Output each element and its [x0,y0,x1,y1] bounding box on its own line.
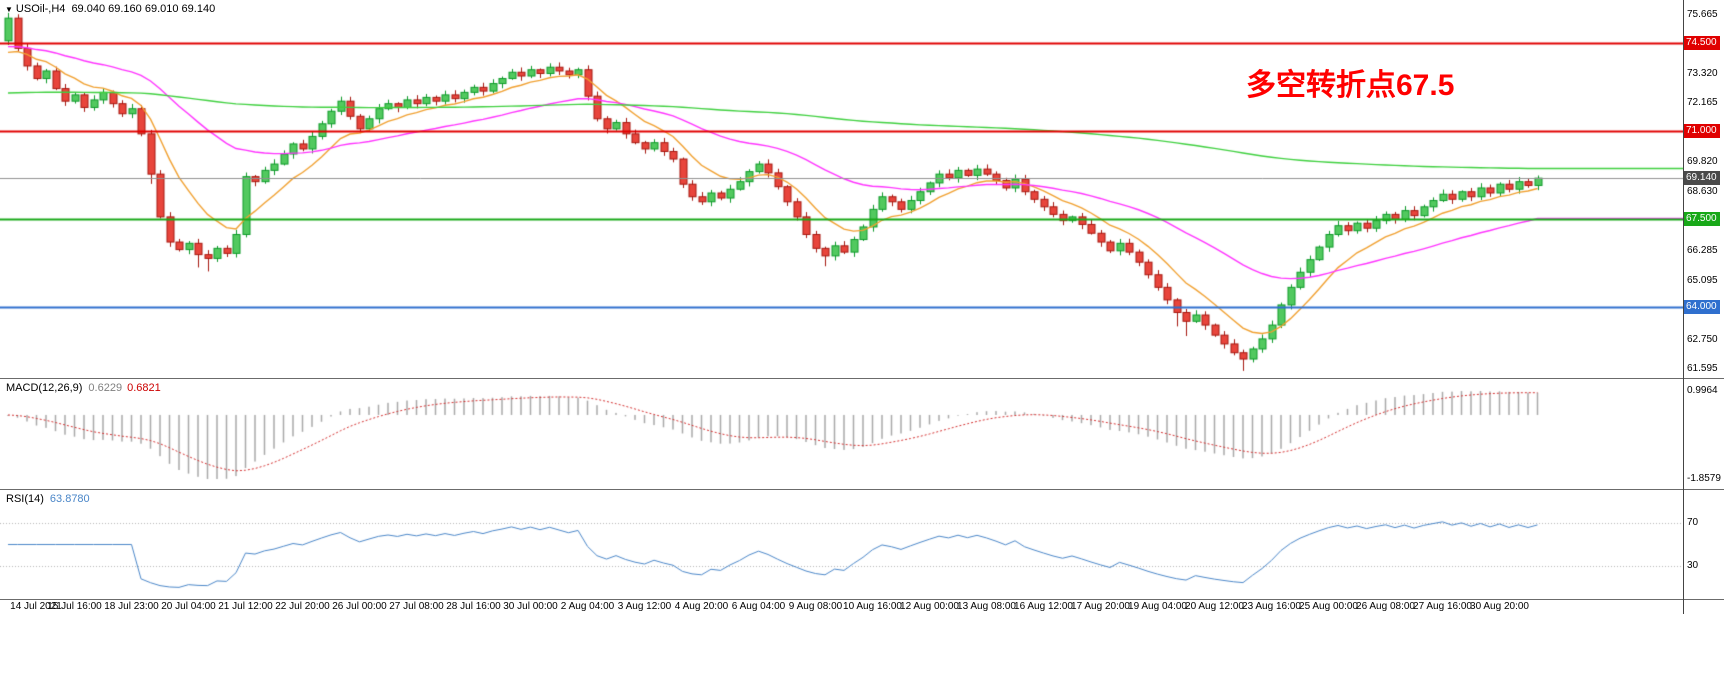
rsi-canvas[interactable] [0,490,1683,599]
time-axis-label: 20 Aug 12:00 [1185,601,1244,612]
time-axis-label: 30 Jul 00:00 [503,601,558,612]
time-axis-label: 13 Aug 08:00 [957,601,1016,612]
price-axis[interactable]: 75.665 73.320 72.165 69.820 68.630 66.285 65.0… [1684,0,1724,614]
price-chart-canvas[interactable] [0,0,1683,378]
time-axis-label: 25 Aug 00:00 [1299,601,1358,612]
time-axis-label: 28 Jul 16:00 [446,601,501,612]
price-axis-label: 62.750 [1687,333,1718,345]
price-axis-label: 69.820 [1687,156,1718,168]
time-axis-label: 23 Aug 16:00 [1242,601,1301,612]
price-axis-label: 66.285 [1687,244,1718,256]
time-axis[interactable]: 14 Jul 2021 15 Jul 16:00 18 Jul 23:00 20 Ju… [0,600,1683,614]
time-axis-label: 12 Aug 00:00 [900,601,959,612]
time-axis-label: 10 Aug 16:00 [843,601,902,612]
macd-axis-max-label: 0.9964 [1687,385,1718,396]
price-axis-label: 61.595 [1687,362,1718,374]
time-axis-label: 15 Jul 16:00 [47,601,102,612]
panel-separator [0,378,1724,379]
time-axis-label: 26 Aug 08:00 [1356,601,1415,612]
price-axis-badge: 67.500 [1684,212,1720,227]
macd-header: MACD(12,26,9) 0.6229 0.6821 [6,382,161,394]
price-axis-label: 65.095 [1687,274,1718,286]
time-axis-label: 27 Jul 08:00 [389,601,444,612]
price-axis-badge: 74.500 [1684,36,1720,51]
price-axis-label: 73.320 [1687,67,1718,79]
time-axis-label: 19 Aug 04:00 [1128,601,1187,612]
price-axis-badge: 64.000 [1684,300,1720,315]
time-axis-label: 14 Jul 2021 [10,601,62,612]
macd-axis-min-label: -1.8579 [1687,473,1721,484]
rsi-level-label: 70 [1687,516,1699,528]
panel-separator [0,599,1724,600]
panel-separator [0,489,1724,490]
time-axis-label: 21 Jul 12:00 [218,601,273,612]
price-axis-label: 75.665 [1687,9,1718,20]
price-axis-badge: 69.140 [1684,171,1720,186]
price-axis-badge: 71.000 [1684,124,1720,139]
time-axis-label: 4 Aug 20:00 [674,601,729,612]
annotation-text: 多空转折点67.5 [1246,69,1455,102]
time-axis-label: 20 Jul 04:00 [161,601,216,612]
price-axis-label: 68.630 [1687,185,1718,197]
time-axis-label: 3 Aug 12:00 [617,601,672,612]
macd-canvas[interactable] [0,379,1683,489]
time-axis-label: 6 Aug 04:00 [731,601,786,612]
time-axis-label: 22 Jul 20:00 [275,601,330,612]
time-axis-label: 17 Aug 20:00 [1071,601,1130,612]
rsi-header: RSI(14) 63.8780 [6,493,90,505]
symbol-timeframe-label: USOil-,H4 [15,3,66,15]
time-axis-label: 18 Jul 23:00 [104,601,159,612]
rsi-label: RSI(14) [6,493,44,505]
macd-label: MACD(12,26,9) [6,382,83,394]
chart-title-bar: ▼ USOil-,H4 69.040 69.160 69.010 69.140 [5,3,215,15]
time-axis-label: 16 Aug 12:00 [1014,601,1073,612]
time-axis-label: 9 Aug 08:00 [788,601,843,612]
price-axis-label: 72.165 [1687,97,1718,109]
rsi-level-label: 30 [1687,560,1699,572]
symbol-dropdown-icon[interactable]: ▼ [5,4,13,14]
macd-signal-value: 0.6821 [127,382,161,394]
time-axis-label: 2 Aug 04:00 [560,601,615,612]
rsi-value: 63.8780 [49,493,90,505]
time-axis-label: 27 Aug 16:00 [1413,601,1472,612]
macd-main-value: 0.6229 [88,382,123,394]
time-axis-label: 26 Jul 00:00 [332,601,387,612]
time-axis-label: 30 Aug 20:00 [1470,601,1529,612]
price-axis-border [1683,0,1684,614]
ohlc-values: 69.040 69.160 69.010 69.140 [71,3,216,15]
